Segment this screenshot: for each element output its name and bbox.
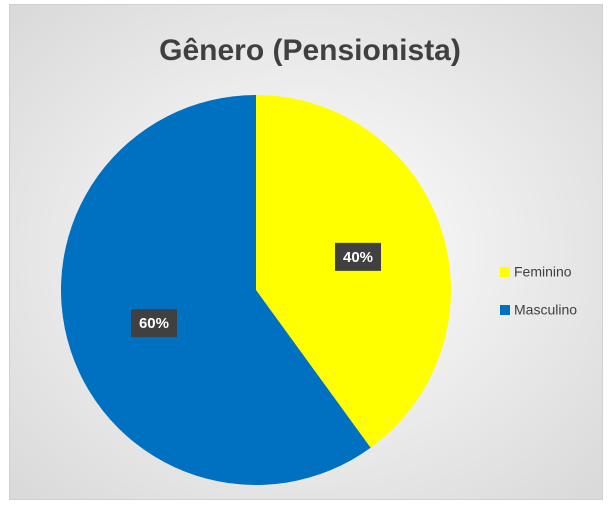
legend-label: Masculino xyxy=(514,302,577,318)
legend-label: Feminino xyxy=(514,264,572,280)
legend-swatch xyxy=(500,305,510,315)
pie-slice xyxy=(256,95,452,448)
data-label-box xyxy=(130,309,177,338)
data-label-box xyxy=(335,242,382,271)
pie-slice xyxy=(61,95,371,485)
data-label: 60% xyxy=(139,315,169,332)
legend-swatch xyxy=(500,267,510,277)
data-label: 40% xyxy=(343,249,373,266)
chart-title: Gênero (Pensionista) xyxy=(159,34,461,67)
